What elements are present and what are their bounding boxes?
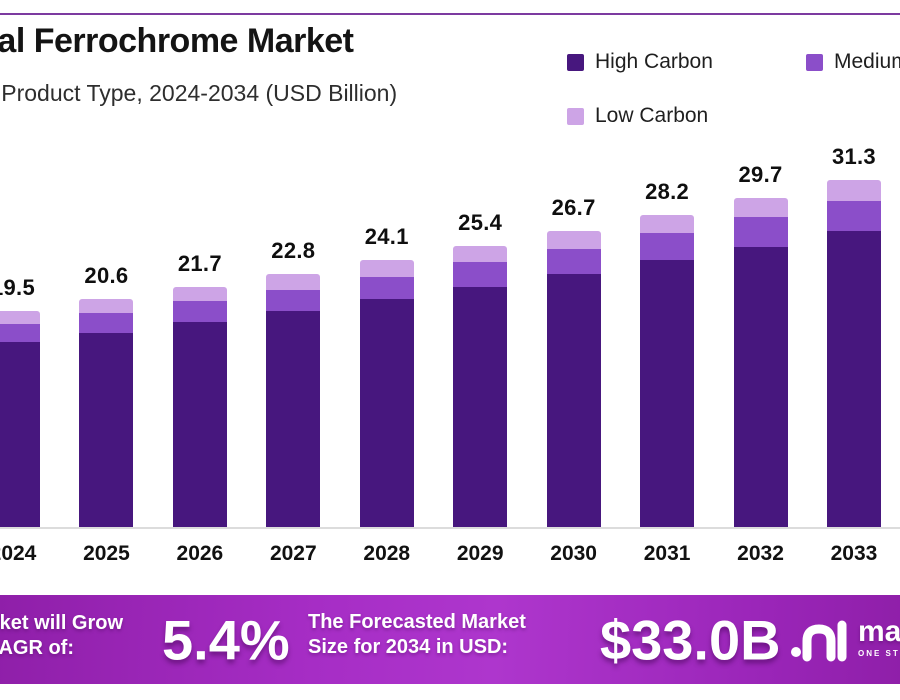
bar-segment-2026-medium-carbon (172, 300, 227, 322)
bar-2029 (453, 245, 508, 527)
bar-2027 (266, 274, 321, 527)
bar-segment-2028-high-carbon (359, 298, 414, 527)
bar-value-label-2027: 22.8 (271, 238, 316, 264)
bar-segment-2033-medium-carbon (826, 201, 881, 232)
bar-value-label-2030: 26.7 (551, 195, 596, 221)
bar-segment-2029-medium-carbon (453, 262, 508, 287)
bar-2026 (172, 286, 227, 527)
market-us-logo-icon (791, 620, 847, 662)
legend-swatch-low-carbon (567, 107, 584, 125)
bar-segment-2029-low-carbon (453, 245, 508, 263)
bar-2025 (79, 298, 134, 527)
x-axis-label-2032: 2032 (737, 542, 784, 565)
chart-subtitle: By Product Type, 2024-2034 (USD Billion) (0, 80, 398, 106)
legend-label-medium-carbon: Medium Carbon (834, 50, 900, 73)
bar-segment-2028-medium-carbon (359, 276, 414, 299)
bar-segment-2030-high-carbon (546, 274, 601, 527)
x-axis-label-2031: 2031 (643, 542, 691, 565)
forecast-value: $33.0B (600, 608, 781, 671)
market-us-logo: market.us ONE STOP (790, 612, 900, 662)
legend-item-low-carbon: Low Carbon (567, 104, 708, 128)
x-axis-label-2026: 2026 (176, 542, 224, 565)
market-us-brand-text: market.us (858, 614, 900, 648)
bar-value-label-2024: 19.5 (0, 274, 36, 300)
bar-segment-2025-high-carbon (79, 333, 134, 527)
x-axis-line (0, 527, 900, 529)
bar-segment-2024-low-carbon (0, 310, 40, 325)
bar-segment-2032-high-carbon (733, 246, 788, 527)
bar-segment-2032-medium-carbon (733, 216, 788, 247)
bar-value-label-2028: 24.1 (364, 223, 409, 249)
bar-value-label-2026: 21.7 (177, 250, 222, 276)
bar-segment-2030-low-carbon (546, 231, 601, 249)
x-axis-label-2030: 2030 (550, 542, 597, 565)
bar-segment-2031-medium-carbon (640, 233, 695, 260)
cagr-value: 5.4% (162, 608, 290, 671)
bar-segment-2024-medium-carbon (0, 324, 40, 342)
forecast-label-line2: Size for 2034 in USD: (308, 636, 509, 658)
bar-segment-2027-medium-carbon (266, 289, 321, 311)
bar-segment-2033-high-carbon (826, 231, 881, 527)
bar-segment-2030-medium-carbon (546, 248, 601, 275)
x-axis-label-2024: 2024 (0, 542, 37, 565)
bar-2030 (546, 231, 601, 527)
bar-segment-2024-high-carbon (0, 341, 40, 527)
legend-swatch-high-carbon (567, 53, 584, 71)
bar-segment-2026-high-carbon (172, 322, 227, 527)
bar-segment-2026-low-carbon (172, 286, 227, 301)
bar-segment-2029-high-carbon (453, 286, 508, 527)
bar-segment-2025-medium-carbon (79, 313, 134, 334)
market-us-tagline: ONE STOP (858, 648, 900, 658)
bar-2024 (0, 310, 40, 527)
bar-segment-2033-low-carbon (826, 180, 881, 202)
bar-segment-2025-low-carbon (79, 298, 134, 314)
legend-item-high-carbon: High Carbon (567, 50, 713, 74)
forecast-banner: The Market will Grow at a CAGR of: 5.4% … (0, 595, 900, 684)
legend-label-high-carbon: High Carbon (595, 50, 713, 73)
x-axis-label-2027: 2027 (269, 542, 317, 565)
legend-swatch-medium-carbon (806, 53, 823, 71)
bar-segment-2028-low-carbon (359, 259, 414, 277)
bar-segment-2027-high-carbon (266, 310, 321, 527)
market-us-logo-text: market.us ONE STOP (858, 614, 900, 658)
cagr-label-line2: at a CAGR of: (0, 637, 74, 659)
forecast-label-line1: The Forecasted Market (308, 611, 526, 633)
x-axis-label-2029: 2029 (456, 542, 504, 565)
bar-2032 (733, 197, 788, 527)
bar-value-label-2029: 25.4 (458, 209, 503, 235)
bar-value-label-2031: 28.2 (645, 178, 690, 204)
legend-item-medium-carbon: Medium Carbon (806, 50, 900, 74)
bar-segment-2027-low-carbon (266, 274, 321, 290)
legend-label-low-carbon: Low Carbon (595, 104, 709, 127)
bar-2031 (640, 214, 695, 527)
bar-segment-2031-low-carbon (640, 214, 695, 234)
bar-value-label-2033: 31.3 (831, 144, 876, 170)
bar-segment-2032-low-carbon (733, 197, 788, 217)
header-divider-line (0, 13, 900, 15)
x-axis-label-2028: 2028 (363, 542, 411, 565)
bar-value-label-2032: 29.7 (738, 161, 783, 187)
bar-2033 (826, 180, 881, 527)
x-axis-label-2033: 2033 (830, 542, 878, 565)
bar-segment-2031-high-carbon (640, 259, 695, 527)
cagr-label-line1: The Market will Grow (0, 612, 124, 634)
chart-title: Global Ferrochrome Market (0, 22, 354, 60)
x-axis-label-2025: 2025 (83, 542, 130, 565)
bar-2028 (359, 259, 414, 527)
bar-value-label-2025: 20.6 (84, 262, 129, 288)
